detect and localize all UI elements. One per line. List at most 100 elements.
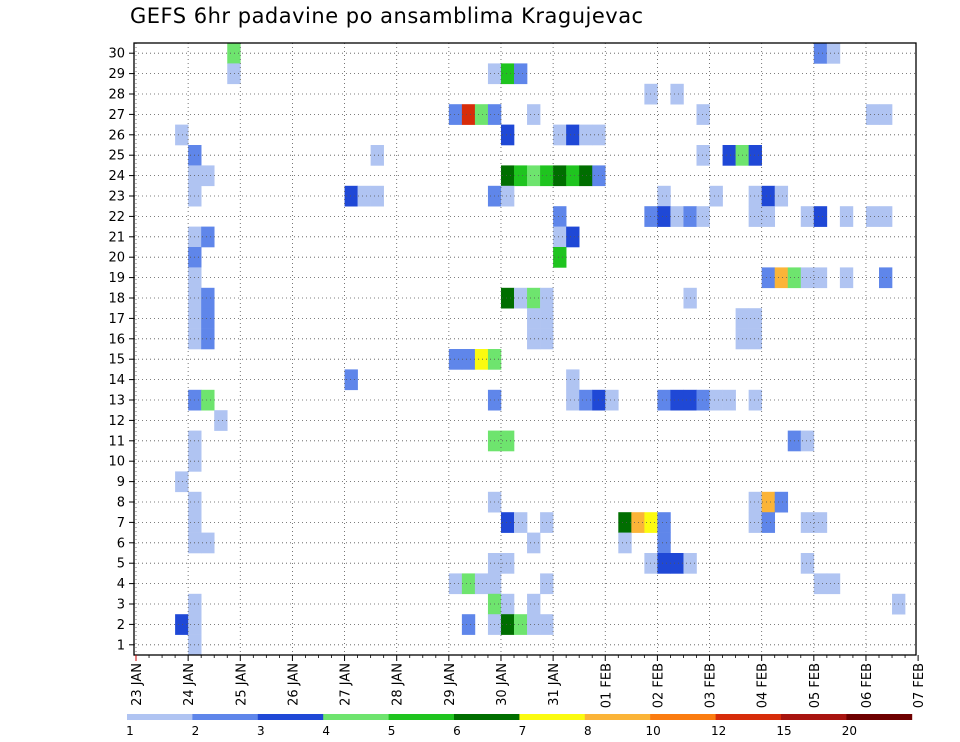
precip-cell xyxy=(762,186,775,207)
precip-cell xyxy=(514,614,527,635)
y-tick-label: 17 xyxy=(108,312,125,327)
precip-cell xyxy=(553,165,566,186)
x-tick-label: 26 JAN xyxy=(286,663,301,706)
cells-layer xyxy=(175,43,905,655)
legend-tick-label: 8 xyxy=(584,724,592,738)
precip-cell xyxy=(462,349,475,370)
y-tick-label: 10 xyxy=(108,455,125,470)
precip-cell xyxy=(618,512,631,533)
precip-cell xyxy=(462,614,475,635)
precip-cell xyxy=(462,573,475,594)
legend-swatch xyxy=(454,714,520,720)
legend-swatch xyxy=(519,714,585,720)
precip-cell xyxy=(566,165,579,186)
precip-cell xyxy=(371,186,384,207)
precip-cell xyxy=(566,369,579,390)
y-tick-label: 18 xyxy=(108,292,125,307)
precip-cell xyxy=(670,390,683,411)
precip-cell xyxy=(657,512,670,533)
precip-cell xyxy=(201,329,214,350)
x-tick-label: 24 JAN xyxy=(182,663,197,706)
x-axis: 23 JAN 24 JAN 25 JAN 26 JAN 27 JAN 28 JAN 29 J… xyxy=(130,655,927,708)
precip-cell xyxy=(553,227,566,248)
legend-swatch xyxy=(846,714,912,720)
precip-cell xyxy=(814,573,827,594)
y-tick-label: 25 xyxy=(108,149,125,164)
precip-cell xyxy=(553,247,566,268)
precip-cell xyxy=(762,512,775,533)
legend-tick-label: 15 xyxy=(776,724,791,738)
precip-cell xyxy=(566,125,579,146)
precip-cell xyxy=(566,390,579,411)
precip-cell xyxy=(618,533,631,554)
y-axis: 1234567891011121314151617181920212223242… xyxy=(108,47,134,654)
legend-swatch xyxy=(127,714,193,720)
precip-cell xyxy=(762,492,775,513)
y-tick-label: 11 xyxy=(108,434,125,449)
precip-cell xyxy=(762,267,775,288)
x-tick-label: 29 JAN xyxy=(443,663,458,706)
precip-cell xyxy=(358,186,371,207)
legend-tick-label: 10 xyxy=(646,724,661,738)
x-tick-label: 01 FEB xyxy=(599,663,614,708)
precip-cell xyxy=(762,206,775,227)
x-tick-label: 02 FEB xyxy=(651,663,666,708)
y-tick-label: 16 xyxy=(108,332,125,347)
precip-cell xyxy=(553,206,566,227)
x-tick-label: 28 JAN xyxy=(391,663,406,706)
precip-cell xyxy=(814,43,827,64)
x-tick-label: 27 JAN xyxy=(339,663,354,706)
precip-cell xyxy=(201,390,214,411)
y-tick-label: 4 xyxy=(117,577,125,592)
grid-layer xyxy=(134,43,916,655)
precip-cell xyxy=(514,288,527,309)
y-tick-label: 24 xyxy=(108,169,125,184)
precip-cell xyxy=(710,186,723,207)
legend-swatch xyxy=(389,714,455,720)
y-tick-label: 3 xyxy=(117,598,125,613)
precip-cell xyxy=(657,206,670,227)
legend-tick-label: 5 xyxy=(388,724,396,738)
y-tick-label: 2 xyxy=(117,618,125,633)
precip-cell xyxy=(670,84,683,105)
x-tick-label: 06 FEB xyxy=(860,663,875,708)
y-tick-label: 26 xyxy=(108,128,125,143)
legend-swatch xyxy=(258,714,324,720)
y-tick-label: 19 xyxy=(108,271,125,286)
precip-cell xyxy=(657,533,670,554)
precip-cell xyxy=(553,125,566,146)
precip-cell xyxy=(723,390,736,411)
y-tick-label: 29 xyxy=(108,67,125,82)
precip-cell xyxy=(814,512,827,533)
y-tick-label: 6 xyxy=(117,536,125,551)
legend-tick-label: 1 xyxy=(126,724,134,738)
legend-swatch xyxy=(716,714,782,720)
y-tick-label: 12 xyxy=(108,414,125,429)
y-tick-label: 28 xyxy=(108,88,125,103)
legend-tick-label: 4 xyxy=(322,724,330,738)
precip-cell xyxy=(514,165,527,186)
precip-cell xyxy=(201,227,214,248)
y-tick-label: 30 xyxy=(108,47,125,62)
precip-cell xyxy=(201,308,214,329)
x-tick-label: 03 FEB xyxy=(704,663,719,708)
precip-cell xyxy=(670,553,683,574)
legend-tick-label: 3 xyxy=(257,724,265,738)
y-tick-label: 23 xyxy=(108,190,125,205)
legend-swatch xyxy=(650,714,716,720)
precip-cell xyxy=(670,206,683,227)
precip-cell xyxy=(657,186,670,207)
precip-cell xyxy=(814,267,827,288)
precip-cell xyxy=(710,390,723,411)
precip-cell xyxy=(657,390,670,411)
precip-cell xyxy=(462,104,475,125)
legend-tick-label: 12 xyxy=(711,724,726,738)
y-tick-label: 15 xyxy=(108,353,125,368)
precip-cell xyxy=(214,410,227,431)
y-tick-label: 14 xyxy=(108,373,125,388)
precip-cell xyxy=(605,390,618,411)
legend-tick-label: 2 xyxy=(192,724,200,738)
y-tick-label: 8 xyxy=(117,496,125,511)
color-legend: 1 2 3 4 5 6 7 8 10 12 15 20 xyxy=(126,714,912,738)
y-tick-label: 21 xyxy=(108,230,125,245)
